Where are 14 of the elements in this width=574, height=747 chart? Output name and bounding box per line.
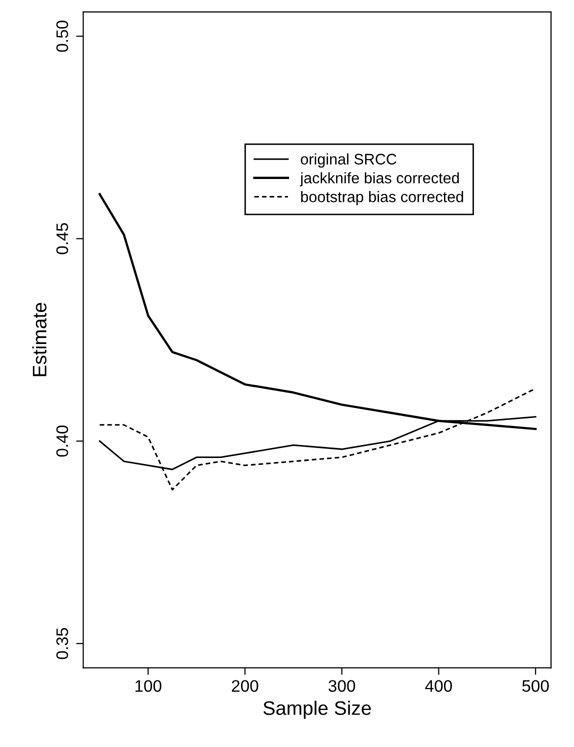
y-tick-label: 0.50 [56,20,68,52]
legend-label: original SRCC [300,153,396,168]
x-tick-label: 500 [522,680,549,692]
y-tick-label: 0.40 [56,426,68,457]
x-tick-label: 100 [135,680,162,692]
y-axis-title: Estimate [32,302,46,376]
y-tick-label: 0.45 [56,223,68,254]
legend-label: jackknife bias corrected [300,172,459,186]
y-tick-label: 0.35 [56,628,68,660]
x-tick-label: 200 [232,680,258,692]
legend-label: bootstrap bias corrected [301,191,464,206]
x-axis-title: Sample Size [263,700,371,719]
x-tick-label: 300 [328,680,356,692]
x-tick-label: 400 [425,680,452,692]
